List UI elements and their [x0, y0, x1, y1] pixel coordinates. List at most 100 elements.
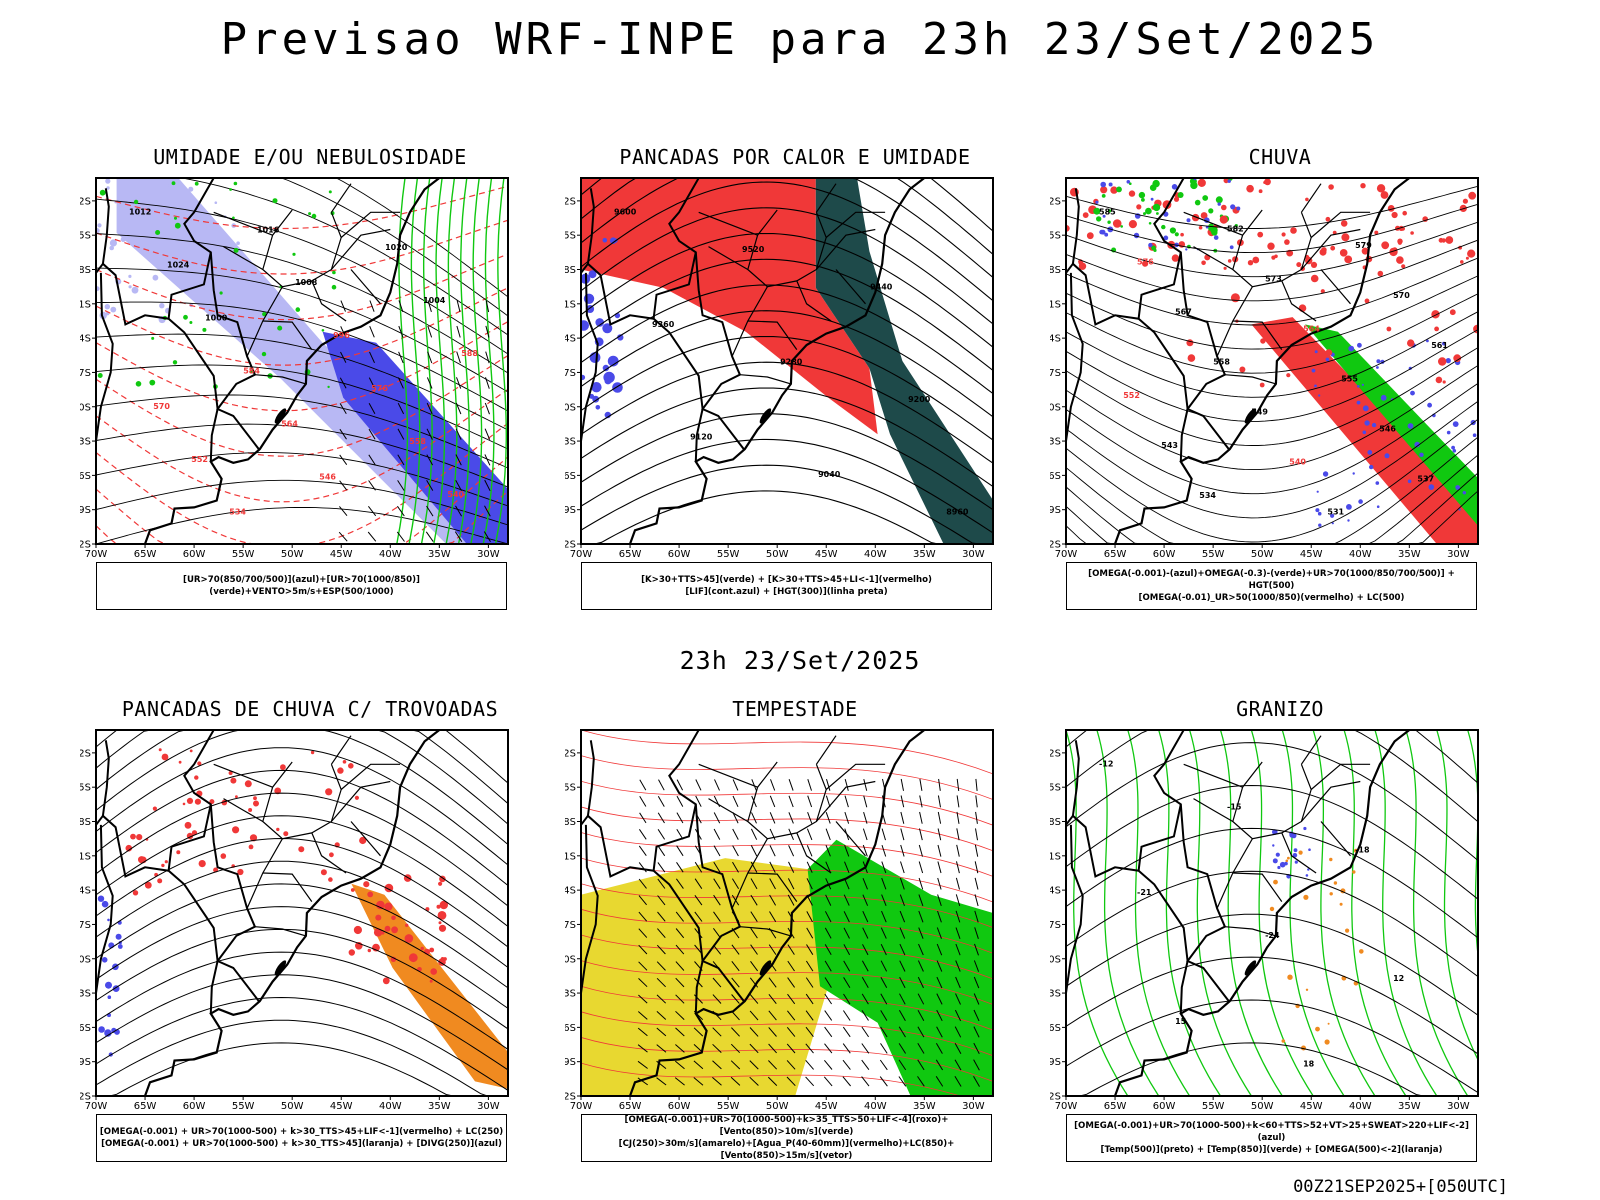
wind-vector	[483, 531, 491, 543]
streamline	[96, 792, 508, 907]
wind-vector	[750, 828, 758, 840]
panel-title: CHUVA	[1248, 145, 1312, 169]
wind-vector	[769, 828, 776, 841]
storm-red	[420, 946, 424, 951]
contour-label: 570	[1393, 291, 1410, 300]
wind-vector	[427, 300, 432, 313]
storm-red	[405, 923, 409, 927]
rain-blue	[1163, 235, 1169, 241]
map-content	[1066, 730, 1478, 1096]
wind-vector	[750, 927, 758, 939]
contour-label: 558	[1213, 358, 1230, 367]
rain-red	[1263, 181, 1267, 184]
wind-vector	[880, 1010, 888, 1021]
country-border	[581, 272, 599, 480]
state-border	[1281, 280, 1317, 322]
streamline	[1066, 400, 1478, 519]
wind-vector	[713, 878, 721, 890]
rain-red	[1431, 310, 1440, 319]
lon-tick-label: 30W	[962, 1101, 985, 1112]
storm-red	[253, 796, 257, 801]
streamline	[96, 354, 508, 457]
wind-vector	[676, 845, 684, 857]
wind-vector	[656, 1044, 667, 1053]
lon-tick-label: 70W	[1055, 1101, 1078, 1112]
streamline	[96, 951, 508, 1050]
map-content	[96, 730, 508, 1096]
rain-red	[1281, 232, 1286, 237]
streamline	[96, 178, 508, 298]
contour-label: 555	[1341, 374, 1358, 383]
wind-vector	[768, 977, 777, 988]
wind-vector	[769, 845, 776, 857]
streamline	[1066, 913, 1478, 1016]
country-border	[1179, 960, 1189, 1014]
map-frame	[1065, 729, 1479, 1097]
wind-vector	[879, 1076, 888, 1087]
wind-vector	[637, 1027, 648, 1037]
wind-vector	[918, 910, 924, 923]
humidity-patch	[128, 274, 132, 278]
wind-vector	[749, 1060, 759, 1070]
wind-vector	[824, 1026, 833, 1038]
wind-vector	[824, 1059, 833, 1070]
humidity-patch	[197, 269, 202, 274]
wind-vector	[842, 1026, 851, 1038]
middle-date-label: 23h 23/Set/2025	[679, 646, 921, 675]
storm-red	[328, 877, 333, 882]
rain-red	[1221, 204, 1227, 211]
rain-blue	[1314, 384, 1317, 388]
rain-blue	[1376, 359, 1381, 364]
wind-vector	[712, 994, 722, 1004]
wind-vector	[937, 811, 942, 824]
wind-vector	[694, 861, 703, 873]
divergence-blue	[97, 895, 105, 902]
contour-label: -15	[1227, 803, 1242, 812]
streamline	[96, 178, 508, 317]
moisture-patch	[308, 212, 312, 216]
wind-vector	[955, 960, 961, 972]
wind-vector	[954, 1026, 962, 1038]
omega-orange	[1269, 906, 1275, 912]
rain-red	[1142, 260, 1149, 267]
rain-red	[1258, 189, 1263, 194]
lon-tick-label: 40W	[864, 549, 887, 560]
moisture-contour	[445, 178, 458, 544]
contour-label: 9200	[908, 395, 931, 404]
wind-vector	[843, 960, 851, 972]
rain-blue	[1185, 248, 1188, 251]
contour-label: 543	[1161, 441, 1178, 450]
contour-label: -24	[1265, 931, 1280, 940]
storm-red	[373, 928, 383, 937]
wind-vector	[936, 943, 943, 956]
contour-label: -18	[1355, 845, 1370, 854]
wind-vector	[863, 795, 868, 808]
streamline	[1066, 275, 1478, 350]
coastline	[1113, 178, 1410, 544]
contour-label: 12	[1393, 974, 1404, 983]
streamline	[96, 1019, 508, 1096]
wind-vector	[712, 1027, 722, 1037]
state-border	[1300, 780, 1361, 822]
rain-red	[1377, 270, 1384, 277]
storm-red	[384, 902, 393, 911]
rain-red	[1227, 259, 1232, 263]
wind-vector	[675, 1027, 685, 1037]
streamline	[96, 321, 508, 412]
wind-vector	[694, 895, 703, 906]
moisture-patch	[328, 190, 332, 194]
storm-red	[276, 827, 280, 832]
state-border	[1183, 763, 1243, 788]
wind-vector	[675, 878, 684, 889]
wind-vector	[675, 1010, 685, 1020]
state-border	[213, 763, 273, 788]
panel-umidade: UMIDADE E/OU NEBULOSIDADE 70W 65W 60W 55W 50…	[80, 145, 540, 645]
rain-blue	[1428, 484, 1435, 490]
hail-blue	[1272, 858, 1278, 864]
lat-tick-label: 39S	[80, 1057, 91, 1068]
country-border	[581, 815, 589, 826]
wind-vector	[862, 910, 869, 923]
storm-red	[408, 953, 418, 963]
wind-vector	[954, 1009, 962, 1022]
wind-vector	[676, 812, 684, 824]
